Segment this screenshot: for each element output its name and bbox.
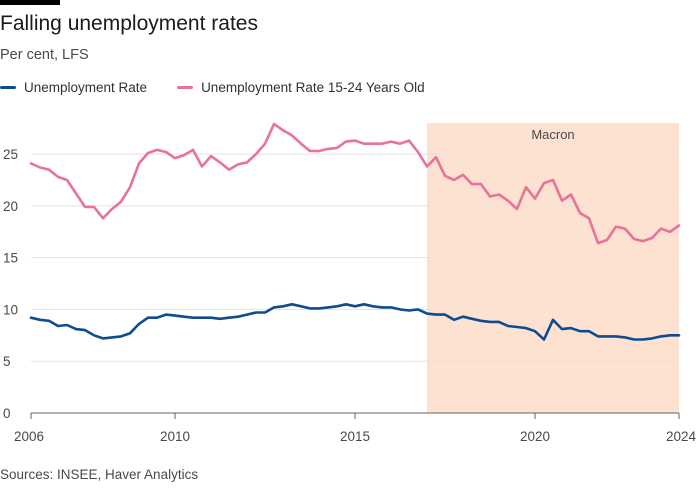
shaded-region-label: Macron bbox=[531, 127, 574, 142]
y-tick-label-20: 20 bbox=[3, 199, 18, 214]
legend-swatch-youth-unemployment-rate bbox=[177, 86, 194, 89]
legend-label-youth-unemployment-rate: Unemployment Rate 15-24 Years Old bbox=[201, 80, 425, 95]
line-unemployment-rate bbox=[29, 303, 681, 341]
y-tick-label-10: 10 bbox=[3, 302, 18, 317]
legend-swatch-unemployment-rate bbox=[0, 86, 16, 89]
y-tick-label-15: 15 bbox=[3, 251, 18, 266]
x-tick-label-2024: 2024 bbox=[666, 429, 697, 444]
y-tick-label-25: 25 bbox=[3, 147, 18, 162]
chart-source: Sources: INSEE, Haver Analytics bbox=[0, 467, 199, 482]
y-tick-label-0: 0 bbox=[3, 406, 11, 421]
shaded-region-macron bbox=[427, 123, 679, 413]
legend: Unemployment Rate Unemployment Rate 15-2… bbox=[0, 80, 455, 95]
legend-item-youth-unemployment-rate: Unemployment Rate 15-24 Years Old bbox=[177, 80, 425, 95]
x-tick-label-2015: 2015 bbox=[340, 429, 370, 444]
x-tick-label-2006: 2006 bbox=[14, 429, 44, 444]
x-tick-label-2020: 2020 bbox=[520, 429, 550, 444]
line-youth-unemployment-rate bbox=[29, 122, 681, 245]
x-tick-label-2010: 2010 bbox=[160, 429, 190, 444]
chart-subtitle: Per cent, LFS bbox=[0, 47, 89, 63]
legend-item-unemployment-rate: Unemployment Rate bbox=[0, 80, 147, 95]
chart-title: Falling unemployment rates bbox=[0, 12, 258, 35]
legend-label-unemployment-rate: Unemployment Rate bbox=[24, 80, 148, 95]
y-tick-label-5: 5 bbox=[3, 354, 11, 369]
brand-bar bbox=[0, 0, 60, 5]
